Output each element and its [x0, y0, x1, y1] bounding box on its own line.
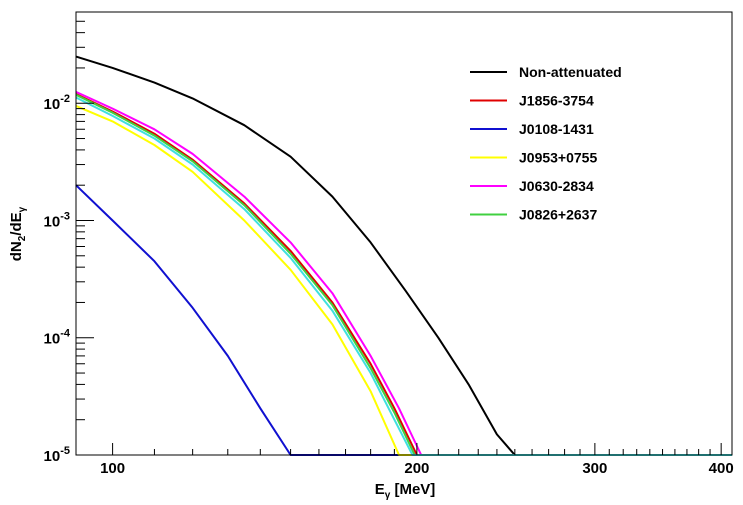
x-tick-label: 100 — [100, 460, 125, 477]
legend-label: J1856-3754 — [519, 93, 594, 109]
series-line-5 — [75, 93, 732, 456]
series-line-3 — [75, 104, 732, 456]
x-axis-title: Eγ [MeV] — [375, 481, 436, 500]
y-tick-label: 10-3 — [44, 210, 70, 230]
x-tick-label: 200 — [404, 460, 429, 477]
series-line-2 — [75, 184, 732, 456]
legend-label: J0108-1431 — [519, 121, 594, 137]
series-layer — [75, 55, 732, 456]
axis-layer: 100 200 300 400 10-5 10-4 10-3 10-2 — [44, 11, 734, 477]
legend: Non-attenuated J1856-3754 J0108-1431 J0953+… — [470, 64, 622, 223]
legend-label: J0826+2637 — [519, 207, 597, 223]
y-tick-label: 10-5 — [44, 445, 70, 465]
y-tick-label: 10-2 — [44, 93, 70, 113]
y-tick-label: 10-4 — [44, 328, 71, 348]
series-line-6 — [75, 96, 732, 456]
x-tick-label: 400 — [709, 460, 734, 477]
legend-label: J0953+0755 — [519, 150, 597, 166]
legend-label: Non-attenuated — [519, 64, 622, 80]
legend-label: J0630-2834 — [519, 178, 594, 194]
y-axis-title: dN2/dEγ — [8, 206, 28, 261]
series-line-0 — [75, 55, 732, 456]
x-tick-label: 300 — [582, 460, 607, 477]
series-line-4 — [75, 90, 732, 456]
plot-frame — [75, 11, 733, 456]
series-line-1 — [75, 93, 732, 456]
